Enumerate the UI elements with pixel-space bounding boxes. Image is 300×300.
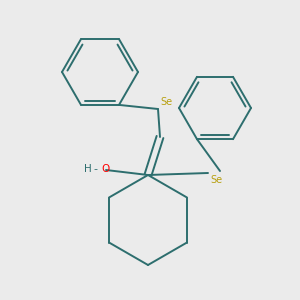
- Text: Se: Se: [160, 97, 172, 107]
- Text: H: H: [84, 164, 92, 174]
- Text: -: -: [93, 164, 97, 174]
- Text: O: O: [102, 164, 110, 174]
- Text: Se: Se: [210, 175, 222, 185]
